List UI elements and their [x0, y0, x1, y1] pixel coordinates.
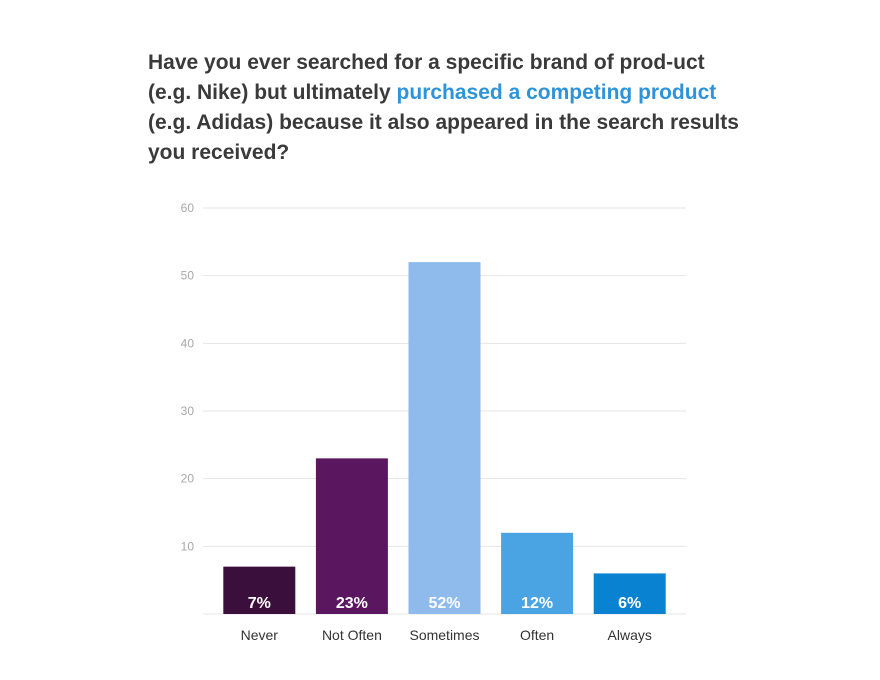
bar	[408, 262, 481, 614]
y-tick-label: 20	[181, 472, 195, 486]
title-text-2: (e.g. Adidas) because it also appeared i…	[148, 111, 739, 164]
bar	[593, 573, 666, 614]
bars	[223, 262, 666, 614]
y-tick-label: 10	[181, 539, 195, 553]
data-label: 6%	[618, 595, 641, 612]
y-tick-label: 60	[181, 201, 195, 215]
bar	[315, 458, 388, 614]
bar	[501, 532, 574, 614]
y-tick-label: 30	[181, 404, 195, 418]
bar	[223, 566, 296, 614]
x-category-label: Not Often	[322, 627, 382, 643]
data-label: 12%	[521, 595, 553, 612]
y-tick-label: 50	[181, 269, 195, 283]
x-category-label: Sometimes	[409, 627, 479, 643]
title-text-1: Have you ever searched for a specific br…	[148, 51, 705, 104]
chart-title: Have you ever searched for a specific br…	[148, 48, 748, 168]
x-axis-categories: Never Not Often Sometimes Often Always	[241, 627, 652, 643]
data-label: 52%	[428, 595, 460, 612]
data-label: 7%	[248, 595, 271, 612]
x-category-label: Always	[608, 627, 652, 643]
title-highlight: purchased a competing product	[396, 81, 717, 104]
x-category-label: Never	[241, 627, 279, 643]
y-tick-label: 40	[181, 336, 195, 350]
x-category-label: Often	[520, 627, 554, 643]
y-axis-ticks: 10 20 30 40 50 60	[181, 201, 195, 553]
data-labels: 7% 23% 52% 12% 6%	[248, 595, 642, 612]
data-label: 23%	[336, 595, 368, 612]
